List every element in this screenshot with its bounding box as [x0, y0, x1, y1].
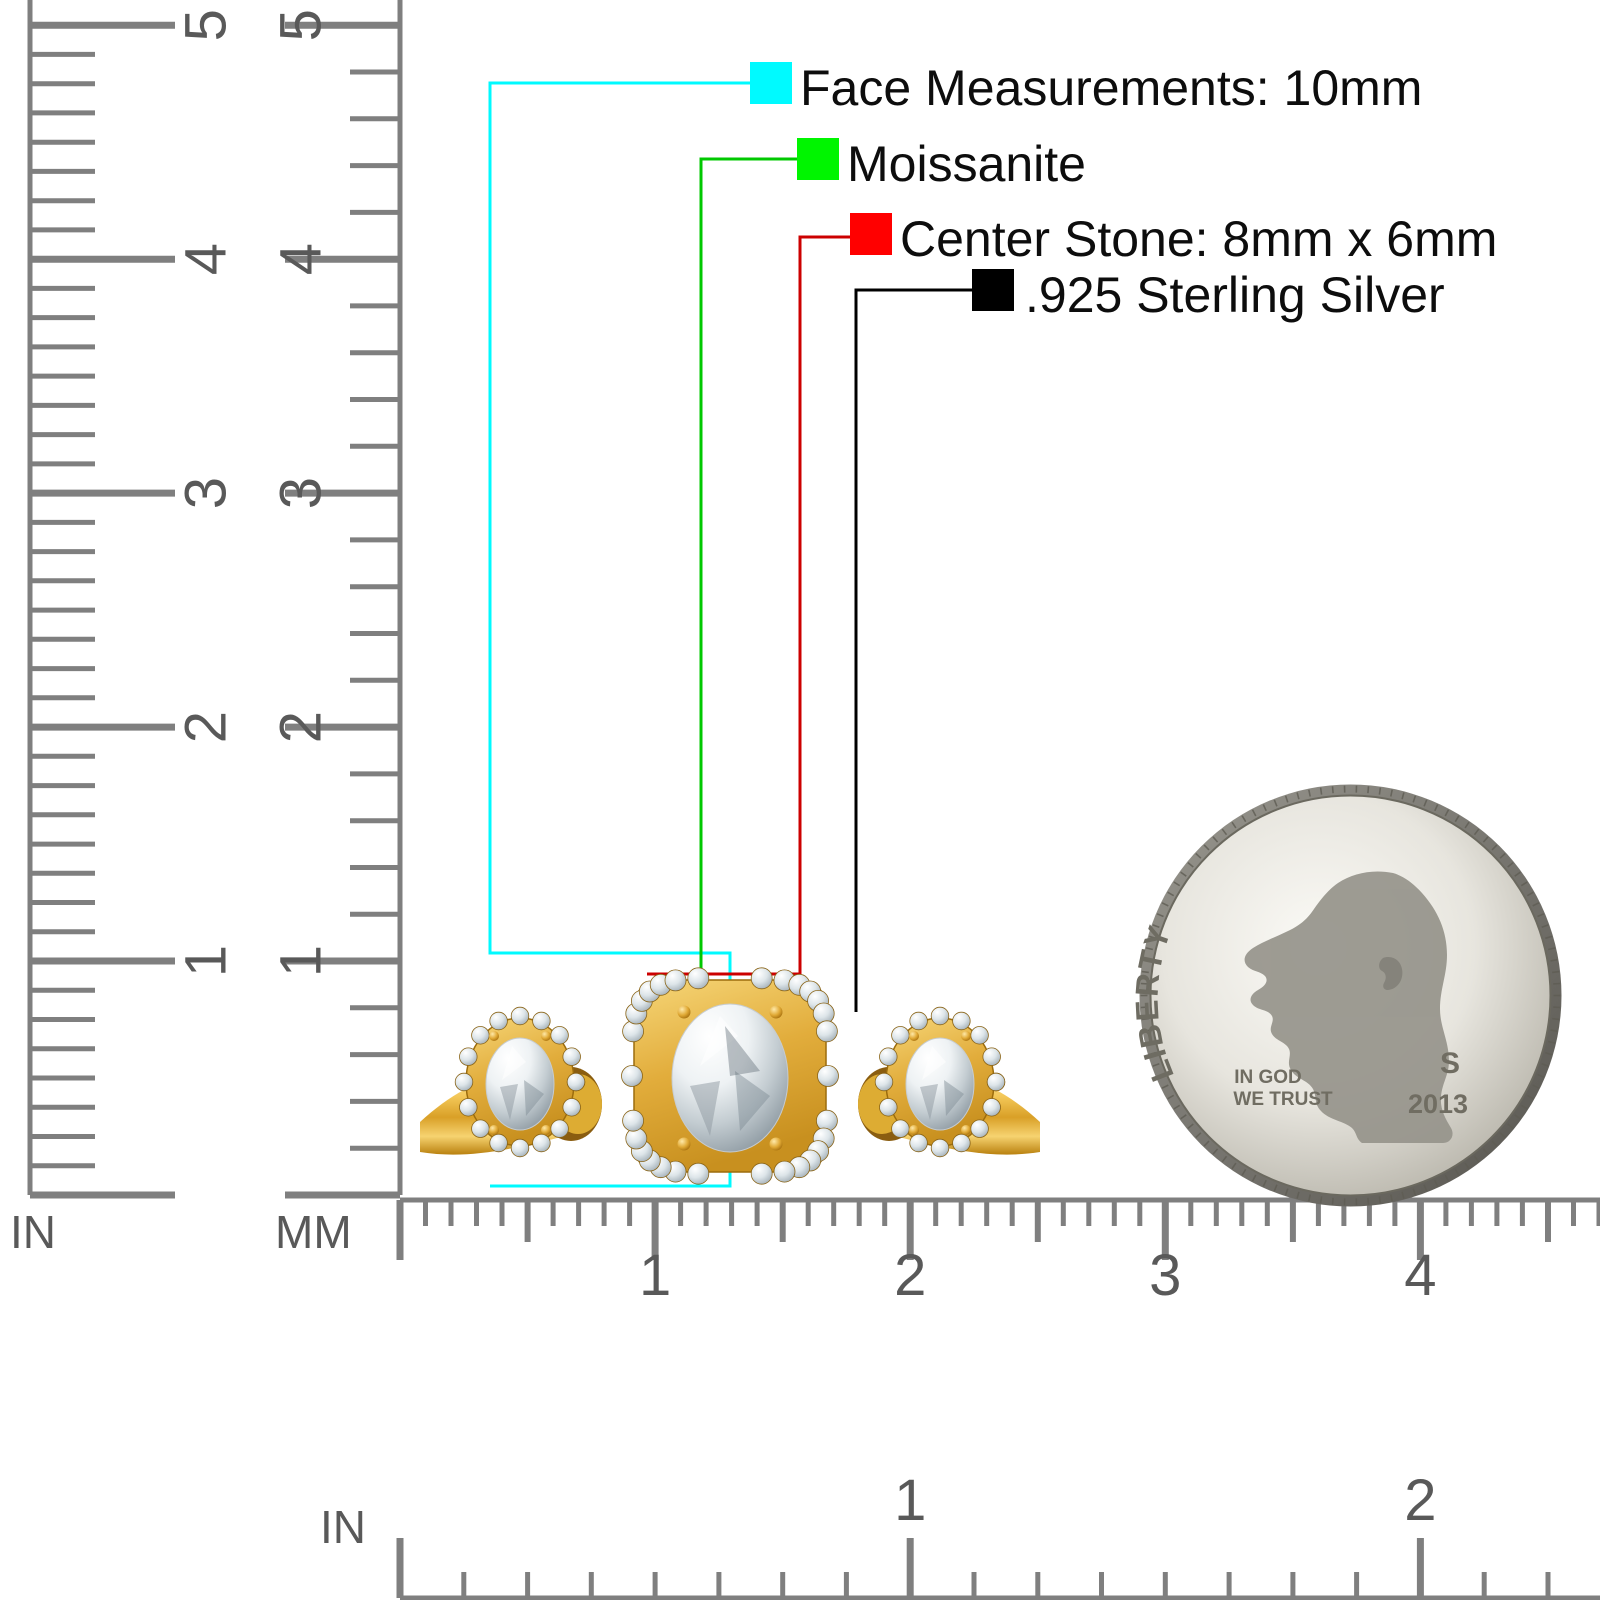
svg-text:1: 1 [173, 945, 238, 977]
svg-text:2013: 2013 [1408, 1089, 1468, 1119]
svg-text:S: S [1440, 1047, 1460, 1080]
svg-text:WE TRUST: WE TRUST [1233, 1089, 1333, 1110]
svg-text:5: 5 [268, 9, 333, 41]
svg-text:4: 4 [173, 243, 238, 275]
svg-text:2: 2 [894, 1243, 926, 1308]
svg-text:4: 4 [1404, 1243, 1436, 1308]
svg-text:IN GOD: IN GOD [1234, 1067, 1302, 1088]
svg-text:3: 3 [173, 477, 238, 509]
svg-text:1: 1 [268, 945, 333, 977]
svg-text:2: 2 [1404, 1468, 1436, 1533]
svg-text:4: 4 [268, 243, 333, 275]
svg-text:1: 1 [894, 1468, 926, 1533]
svg-text:3: 3 [268, 477, 333, 509]
svg-text:3: 3 [1149, 1243, 1181, 1308]
svg-text:5: 5 [173, 9, 238, 41]
svg-text:2: 2 [173, 711, 238, 743]
svg-text:2: 2 [268, 711, 333, 743]
svg-text:1: 1 [639, 1243, 671, 1308]
